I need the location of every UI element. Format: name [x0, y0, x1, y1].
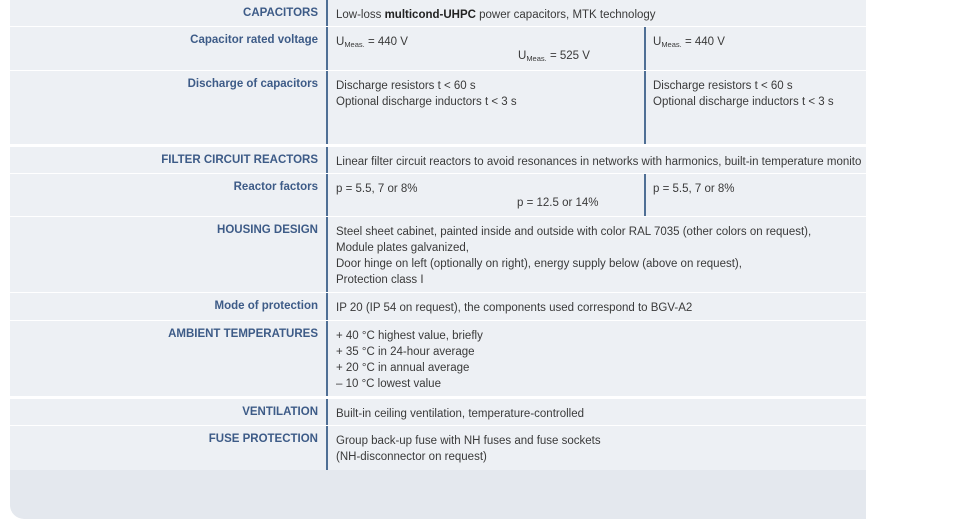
- label-reactor-factors: Reactor factors: [233, 181, 318, 193]
- label-discharge: Discharge of capacitors: [187, 78, 318, 90]
- row-discharge: Discharge of capacitors Discharge resist…: [10, 71, 866, 147]
- value-fuse: Group back-up fuse with NH fuses and fus…: [336, 435, 601, 463]
- column-divider: [326, 71, 328, 144]
- row-reactor-factors: Reactor factors p = 5.5, 7 or 8% p = 12.…: [10, 174, 866, 217]
- column-divider: [326, 217, 328, 292]
- spec-table: CAPACITORS Low-loss multicond-UHPC power…: [10, 0, 866, 519]
- label-protection: Mode of protection: [214, 300, 319, 312]
- label-filter-reactors: FILTER CIRCUIT REACTORS: [161, 154, 318, 166]
- reactor-left: p = 5.5, 7 or 8%: [336, 183, 418, 195]
- label-capacitors: CAPACITORS: [243, 7, 318, 19]
- row-ambient: AMBIENT TEMPERATURES + 40 °C highest val…: [10, 321, 866, 399]
- value-capacitors: Low-loss multicond-UHPC power capacitors…: [336, 9, 656, 21]
- label-housing: HOUSING DESIGN: [217, 224, 318, 236]
- column-divider-2: [644, 71, 646, 144]
- row-rated-voltage: Capacitor rated voltage UMeas. = 440 V U…: [10, 27, 866, 71]
- column-divider: [326, 27, 328, 70]
- reactor-right: p = 5.5, 7 or 8%: [653, 183, 735, 195]
- column-divider-2: [644, 174, 646, 216]
- voltage-left: UMeas. = 440 V: [336, 36, 408, 49]
- value-filter-reactors: Linear filter circuit reactors to avoid …: [336, 156, 862, 168]
- column-divider: [326, 147, 328, 173]
- row-filter-reactors: FILTER CIRCUIT REACTORS Linear filter ci…: [10, 147, 866, 174]
- column-divider: [326, 321, 328, 396]
- column-divider: [326, 174, 328, 216]
- column-divider: [326, 0, 328, 26]
- column-divider: [326, 426, 328, 470]
- voltage-right: UMeas. = 440 V: [653, 36, 725, 49]
- row-protection: Mode of protection IP 20 (IP 54 on reque…: [10, 293, 866, 321]
- column-divider: [326, 399, 328, 425]
- label-ambient: AMBIENT TEMPERATURES: [168, 328, 318, 340]
- discharge-right: Discharge resistors t < 60 s Optional di…: [653, 80, 834, 108]
- voltage-mid: UMeas. = 525 V: [518, 50, 590, 63]
- value-housing: Steel sheet cabinet, painted inside and …: [336, 226, 812, 286]
- value-ventilation: Built-in ceiling ventilation, temperatur…: [336, 408, 585, 420]
- discharge-left: Discharge resistors t < 60 s Optional di…: [336, 80, 517, 108]
- label-rated-voltage: Capacitor rated voltage: [190, 34, 318, 46]
- value-protection: IP 20 (IP 54 on request), the components…: [336, 302, 693, 314]
- label-ventilation: VENTILATION: [242, 406, 318, 418]
- column-divider: [326, 293, 328, 320]
- row-housing: HOUSING DESIGN Steel sheet cabinet, pain…: [10, 217, 866, 293]
- reactor-mid: p = 12.5 or 14%: [517, 197, 599, 209]
- row-fuse: FUSE PROTECTION Group back-up fuse with …: [10, 426, 866, 470]
- column-divider-2: [644, 27, 646, 70]
- label-fuse: FUSE PROTECTION: [208, 433, 318, 445]
- value-ambient: + 40 °C highest value, briefly + 35 °C i…: [336, 330, 483, 390]
- row-ventilation: VENTILATION Built-in ceiling ventilation…: [10, 399, 866, 426]
- row-capacitors: CAPACITORS Low-loss multicond-UHPC power…: [10, 0, 866, 27]
